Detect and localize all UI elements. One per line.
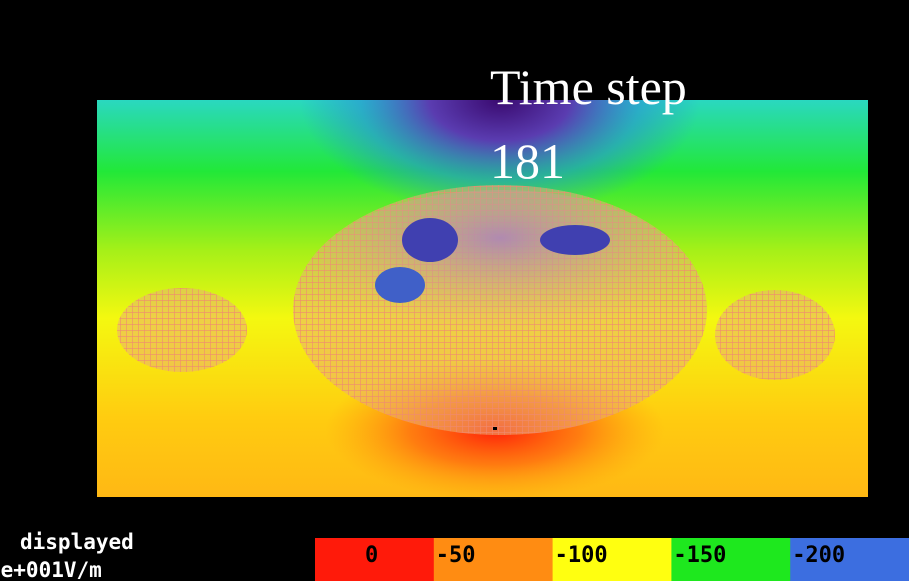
- legend-swatch: [671, 538, 791, 581]
- title-line: 181: [490, 133, 565, 189]
- legend-swatch: [790, 538, 909, 581]
- legend-label: 0: [365, 543, 378, 568]
- legend-swatch: [433, 538, 554, 581]
- legend-label: -100: [555, 543, 608, 568]
- cavity: [375, 267, 425, 303]
- legend-label: -150: [673, 543, 726, 568]
- color-legend: 0 -50 -100 -150 -200: [315, 538, 909, 581]
- large-body-core: [320, 190, 680, 350]
- source-point: [493, 427, 497, 430]
- legend-swatch: [315, 538, 435, 581]
- small-body: [715, 290, 835, 380]
- small-body: [117, 288, 247, 372]
- title-line: Time step: [490, 59, 687, 115]
- legend-label: -200: [792, 543, 845, 568]
- caption-line: displayed: [20, 530, 134, 554]
- caption-line: 1e+001V/m: [0, 558, 102, 581]
- legend-label: -50: [436, 543, 476, 568]
- cavity: [540, 225, 610, 255]
- legend-swatch: [552, 538, 672, 581]
- cavity: [402, 218, 458, 262]
